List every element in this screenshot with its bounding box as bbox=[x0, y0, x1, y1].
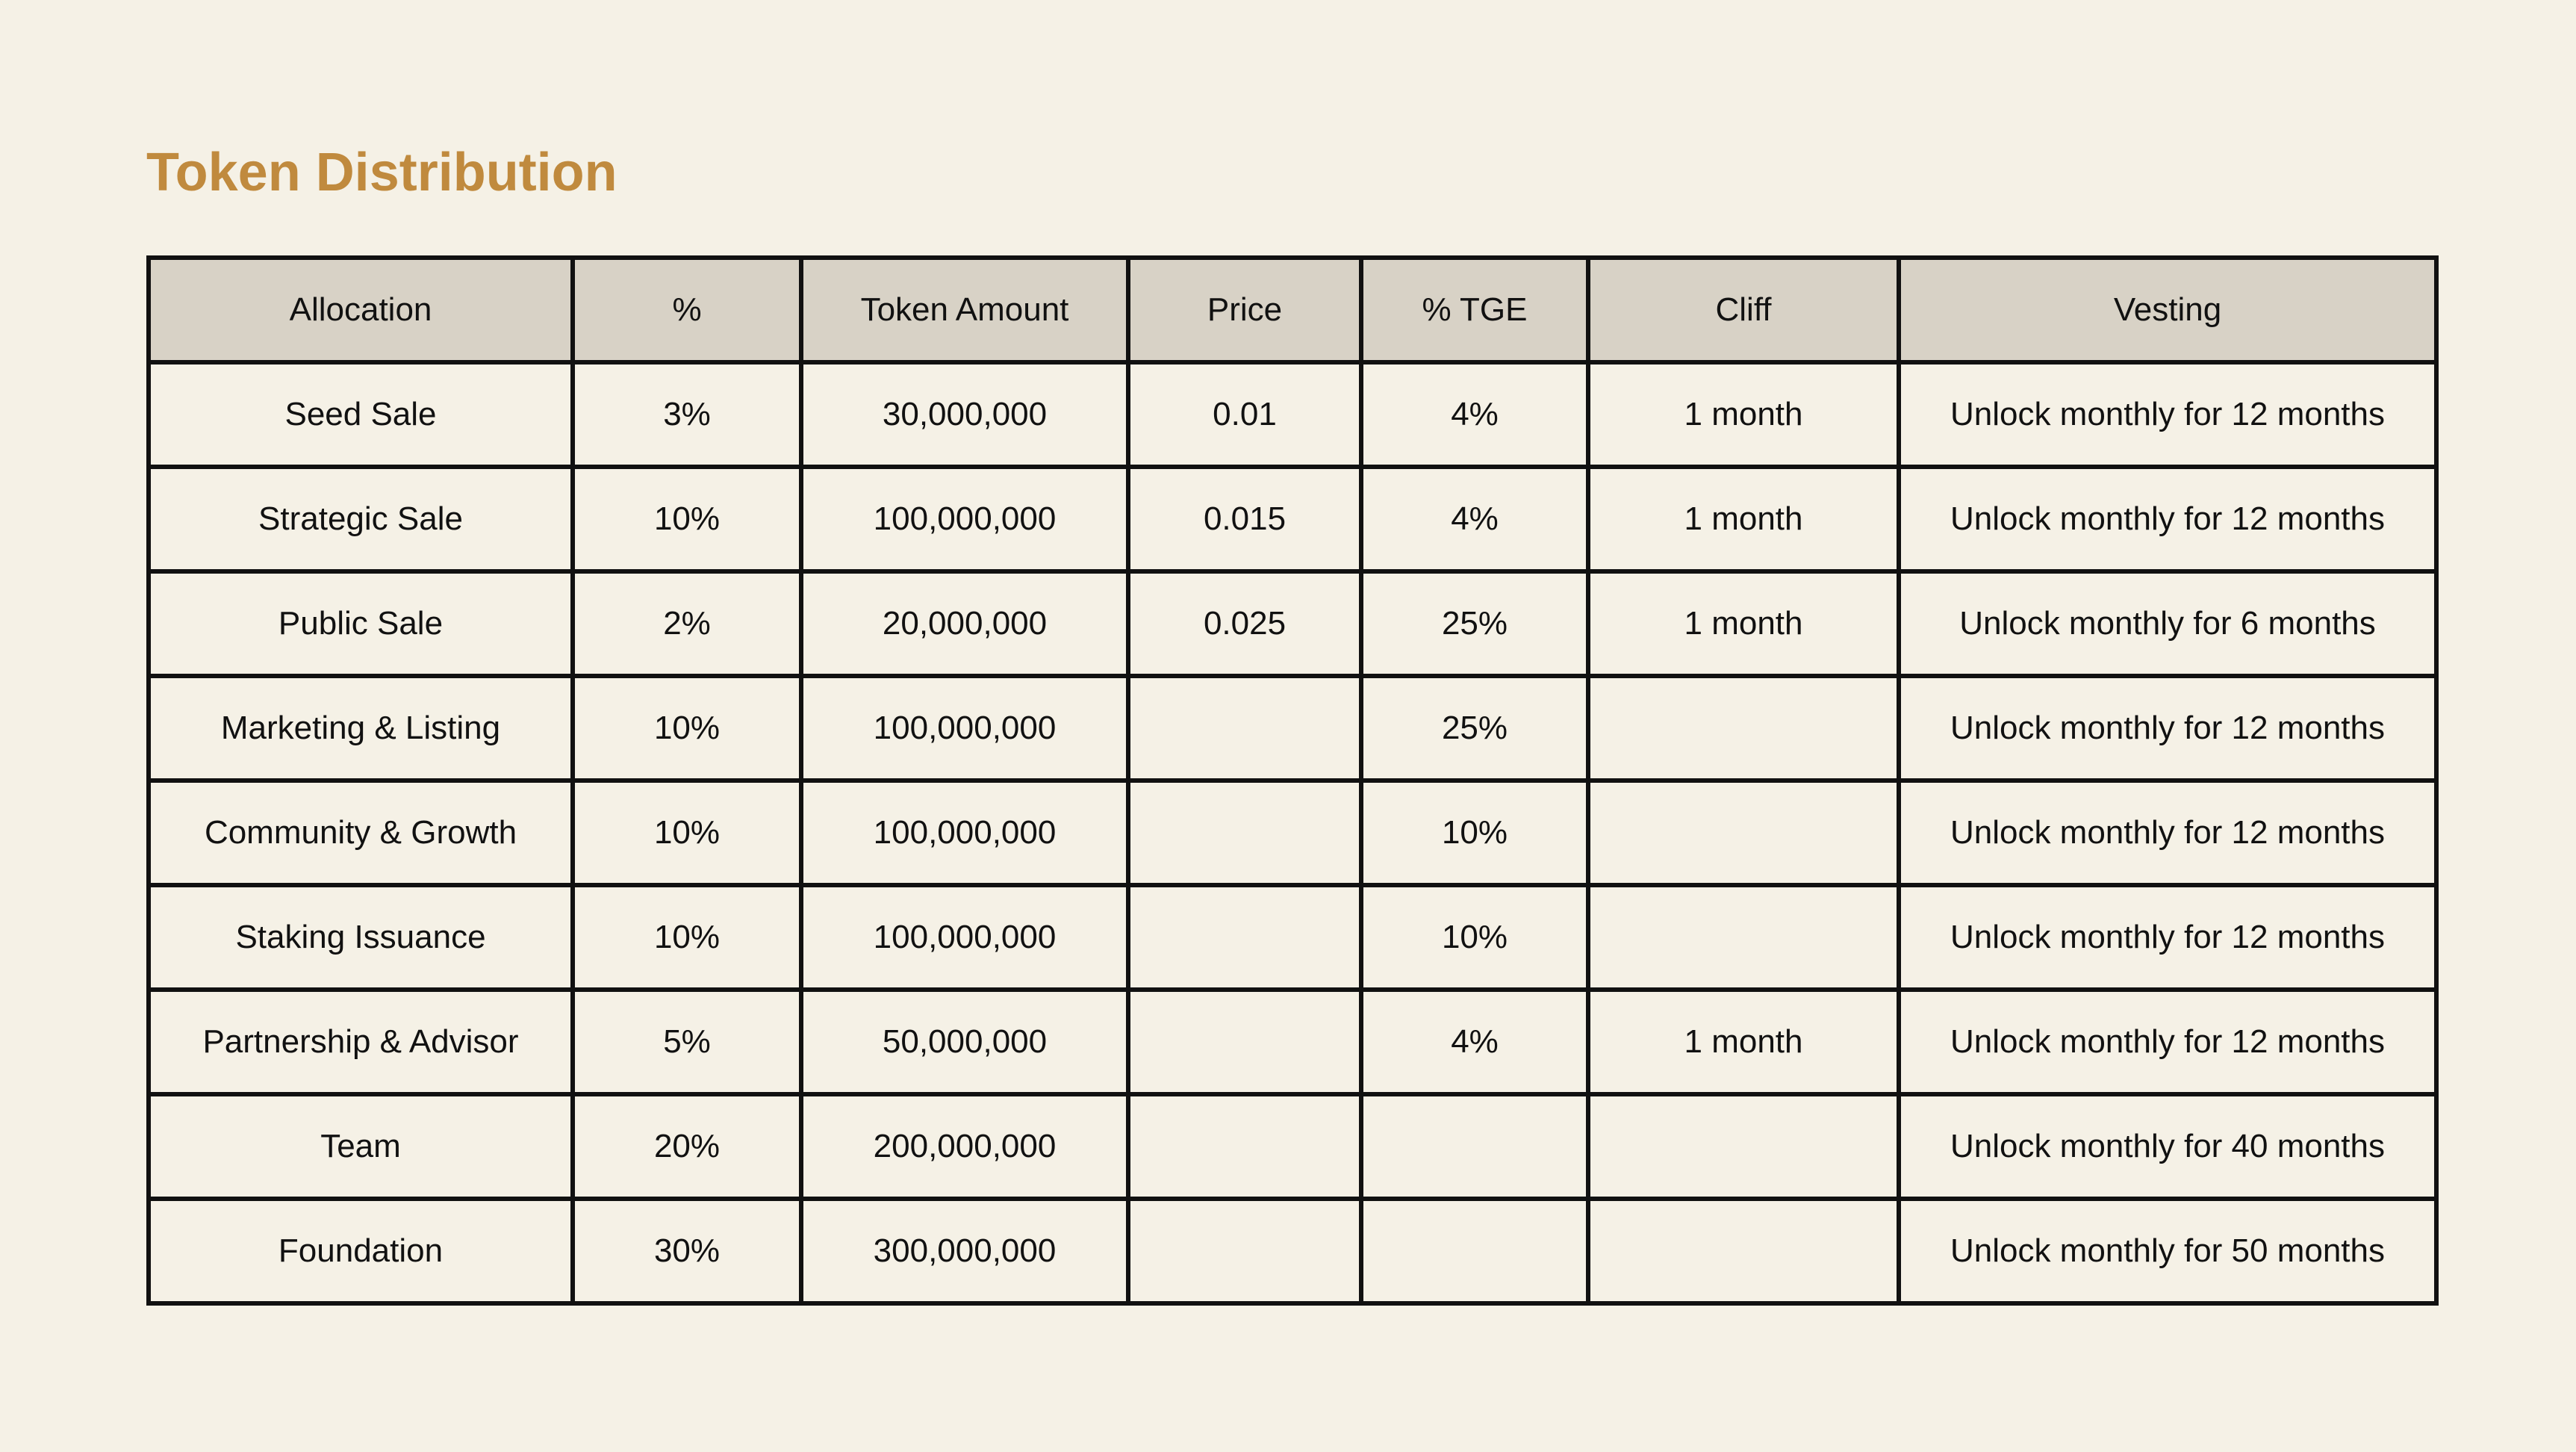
header-percent-tge: % TGE bbox=[1359, 255, 1590, 364]
header-percent: % bbox=[570, 255, 803, 364]
cell-price: 0.015 bbox=[1126, 465, 1363, 574]
cell-percent: 10% bbox=[570, 465, 803, 574]
cell-cliff: 1 month bbox=[1586, 569, 1901, 678]
cell-token-amount: 20,000,000 bbox=[799, 569, 1130, 678]
cell-percent: 5% bbox=[570, 987, 803, 1096]
cell-percent-tge bbox=[1359, 1092, 1590, 1201]
cell-percent: 10% bbox=[570, 674, 803, 783]
table-row: Public Sale 2% 20,000,000 0.025 25% 1 month Un… bbox=[146, 569, 2439, 678]
cell-allocation: Marketing & Listing bbox=[146, 674, 575, 783]
cell-price bbox=[1126, 778, 1363, 887]
cell-vesting: Unlock monthly for 40 months bbox=[1897, 1092, 2439, 1201]
cell-vesting: Unlock monthly for 12 months bbox=[1897, 674, 2439, 783]
token-distribution-table: Allocation % Token Amount Price % TGE Cl… bbox=[146, 255, 2439, 1306]
cell-percent: 10% bbox=[570, 883, 803, 992]
cell-vesting: Unlock monthly for 50 months bbox=[1897, 1197, 2439, 1306]
cell-price bbox=[1126, 883, 1363, 992]
cell-cliff bbox=[1586, 674, 1901, 783]
cell-cliff bbox=[1586, 778, 1901, 887]
cell-allocation: Team bbox=[146, 1092, 575, 1201]
cell-vesting: Unlock monthly for 12 months bbox=[1897, 778, 2439, 887]
table-row: Partnership & Advisor 5% 50,000,000 4% 1 mon… bbox=[146, 987, 2439, 1096]
cell-percent-tge bbox=[1359, 1197, 1590, 1306]
table-row: Strategic Sale 10% 100,000,000 0.015 4% 1 mon… bbox=[146, 465, 2439, 574]
cell-percent: 3% bbox=[570, 360, 803, 469]
cell-cliff: 1 month bbox=[1586, 360, 1901, 469]
cell-allocation: Partnership & Advisor bbox=[146, 987, 575, 1096]
cell-price bbox=[1126, 674, 1363, 783]
header-token-amount: Token Amount bbox=[799, 255, 1130, 364]
cell-token-amount: 100,000,000 bbox=[799, 674, 1130, 783]
cell-price bbox=[1126, 987, 1363, 1096]
cell-allocation: Strategic Sale bbox=[146, 465, 575, 574]
table-row: Staking Issuance 10% 100,000,000 10% Unlock … bbox=[146, 883, 2439, 992]
cell-percent: 30% bbox=[570, 1197, 803, 1306]
cell-cliff: 1 month bbox=[1586, 987, 1901, 1096]
cell-price bbox=[1126, 1092, 1363, 1201]
cell-percent-tge: 10% bbox=[1359, 778, 1590, 887]
header-vesting: Vesting bbox=[1897, 255, 2439, 364]
cell-percent-tge: 4% bbox=[1359, 987, 1590, 1096]
cell-allocation: Staking Issuance bbox=[146, 883, 575, 992]
cell-token-amount: 200,000,000 bbox=[799, 1092, 1130, 1201]
table-body: Seed Sale 3% 30,000,000 0.01 4% 1 month Unlock… bbox=[146, 360, 2439, 1306]
header-price: Price bbox=[1126, 255, 1363, 364]
token-distribution-table-container: Allocation % Token Amount Price % TGE Cl… bbox=[146, 255, 2439, 1306]
cell-percent-tge: 25% bbox=[1359, 569, 1590, 678]
cell-vesting: Unlock monthly for 12 months bbox=[1897, 883, 2439, 992]
cell-token-amount: 30,000,000 bbox=[799, 360, 1130, 469]
cell-price bbox=[1126, 1197, 1363, 1306]
table-header-row: Allocation % Token Amount Price % TGE Cl… bbox=[146, 255, 2439, 364]
cell-allocation: Public Sale bbox=[146, 569, 575, 678]
cell-percent-tge: 25% bbox=[1359, 674, 1590, 783]
table-header: Allocation % Token Amount Price % TGE Cl… bbox=[146, 255, 2439, 364]
header-cliff: Cliff bbox=[1586, 255, 1901, 364]
cell-price: 0.01 bbox=[1126, 360, 1363, 469]
table-row: Marketing & Listing 10% 100,000,000 25% Unlo… bbox=[146, 674, 2439, 783]
cell-token-amount: 100,000,000 bbox=[799, 465, 1130, 574]
table-row: Team 20% 200,000,000 Unlock monthly for 40 … bbox=[146, 1092, 2439, 1201]
table-row: Community & Growth 10% 100,000,000 10% Unloc… bbox=[146, 778, 2439, 887]
cell-token-amount: 50,000,000 bbox=[799, 987, 1130, 1096]
cell-percent: 2% bbox=[570, 569, 803, 678]
cell-cliff bbox=[1586, 1092, 1901, 1201]
cell-percent-tge: 4% bbox=[1359, 360, 1590, 469]
page-title: Token Distribution bbox=[146, 143, 617, 202]
cell-cliff: 1 month bbox=[1586, 465, 1901, 574]
cell-vesting: Unlock monthly for 12 months bbox=[1897, 465, 2439, 574]
cell-token-amount: 100,000,000 bbox=[799, 883, 1130, 992]
cell-percent-tge: 4% bbox=[1359, 465, 1590, 574]
cell-allocation: Community & Growth bbox=[146, 778, 575, 887]
cell-cliff bbox=[1586, 1197, 1901, 1306]
cell-vesting: Unlock monthly for 12 months bbox=[1897, 987, 2439, 1096]
cell-allocation: Foundation bbox=[146, 1197, 575, 1306]
cell-percent: 10% bbox=[570, 778, 803, 887]
cell-percent-tge: 10% bbox=[1359, 883, 1590, 992]
table-row: Seed Sale 3% 30,000,000 0.01 4% 1 month Unlock… bbox=[146, 360, 2439, 469]
cell-token-amount: 300,000,000 bbox=[799, 1197, 1130, 1306]
cell-cliff bbox=[1586, 883, 1901, 992]
cell-token-amount: 100,000,000 bbox=[799, 778, 1130, 887]
cell-vesting: Unlock monthly for 12 months bbox=[1897, 360, 2439, 469]
cell-percent: 20% bbox=[570, 1092, 803, 1201]
header-allocation: Allocation bbox=[146, 255, 575, 364]
table-row: Foundation 30% 300,000,000 Unlock monthly f… bbox=[146, 1197, 2439, 1306]
cell-vesting: Unlock monthly for 6 months bbox=[1897, 569, 2439, 678]
cell-price: 0.025 bbox=[1126, 569, 1363, 678]
cell-allocation: Seed Sale bbox=[146, 360, 575, 469]
